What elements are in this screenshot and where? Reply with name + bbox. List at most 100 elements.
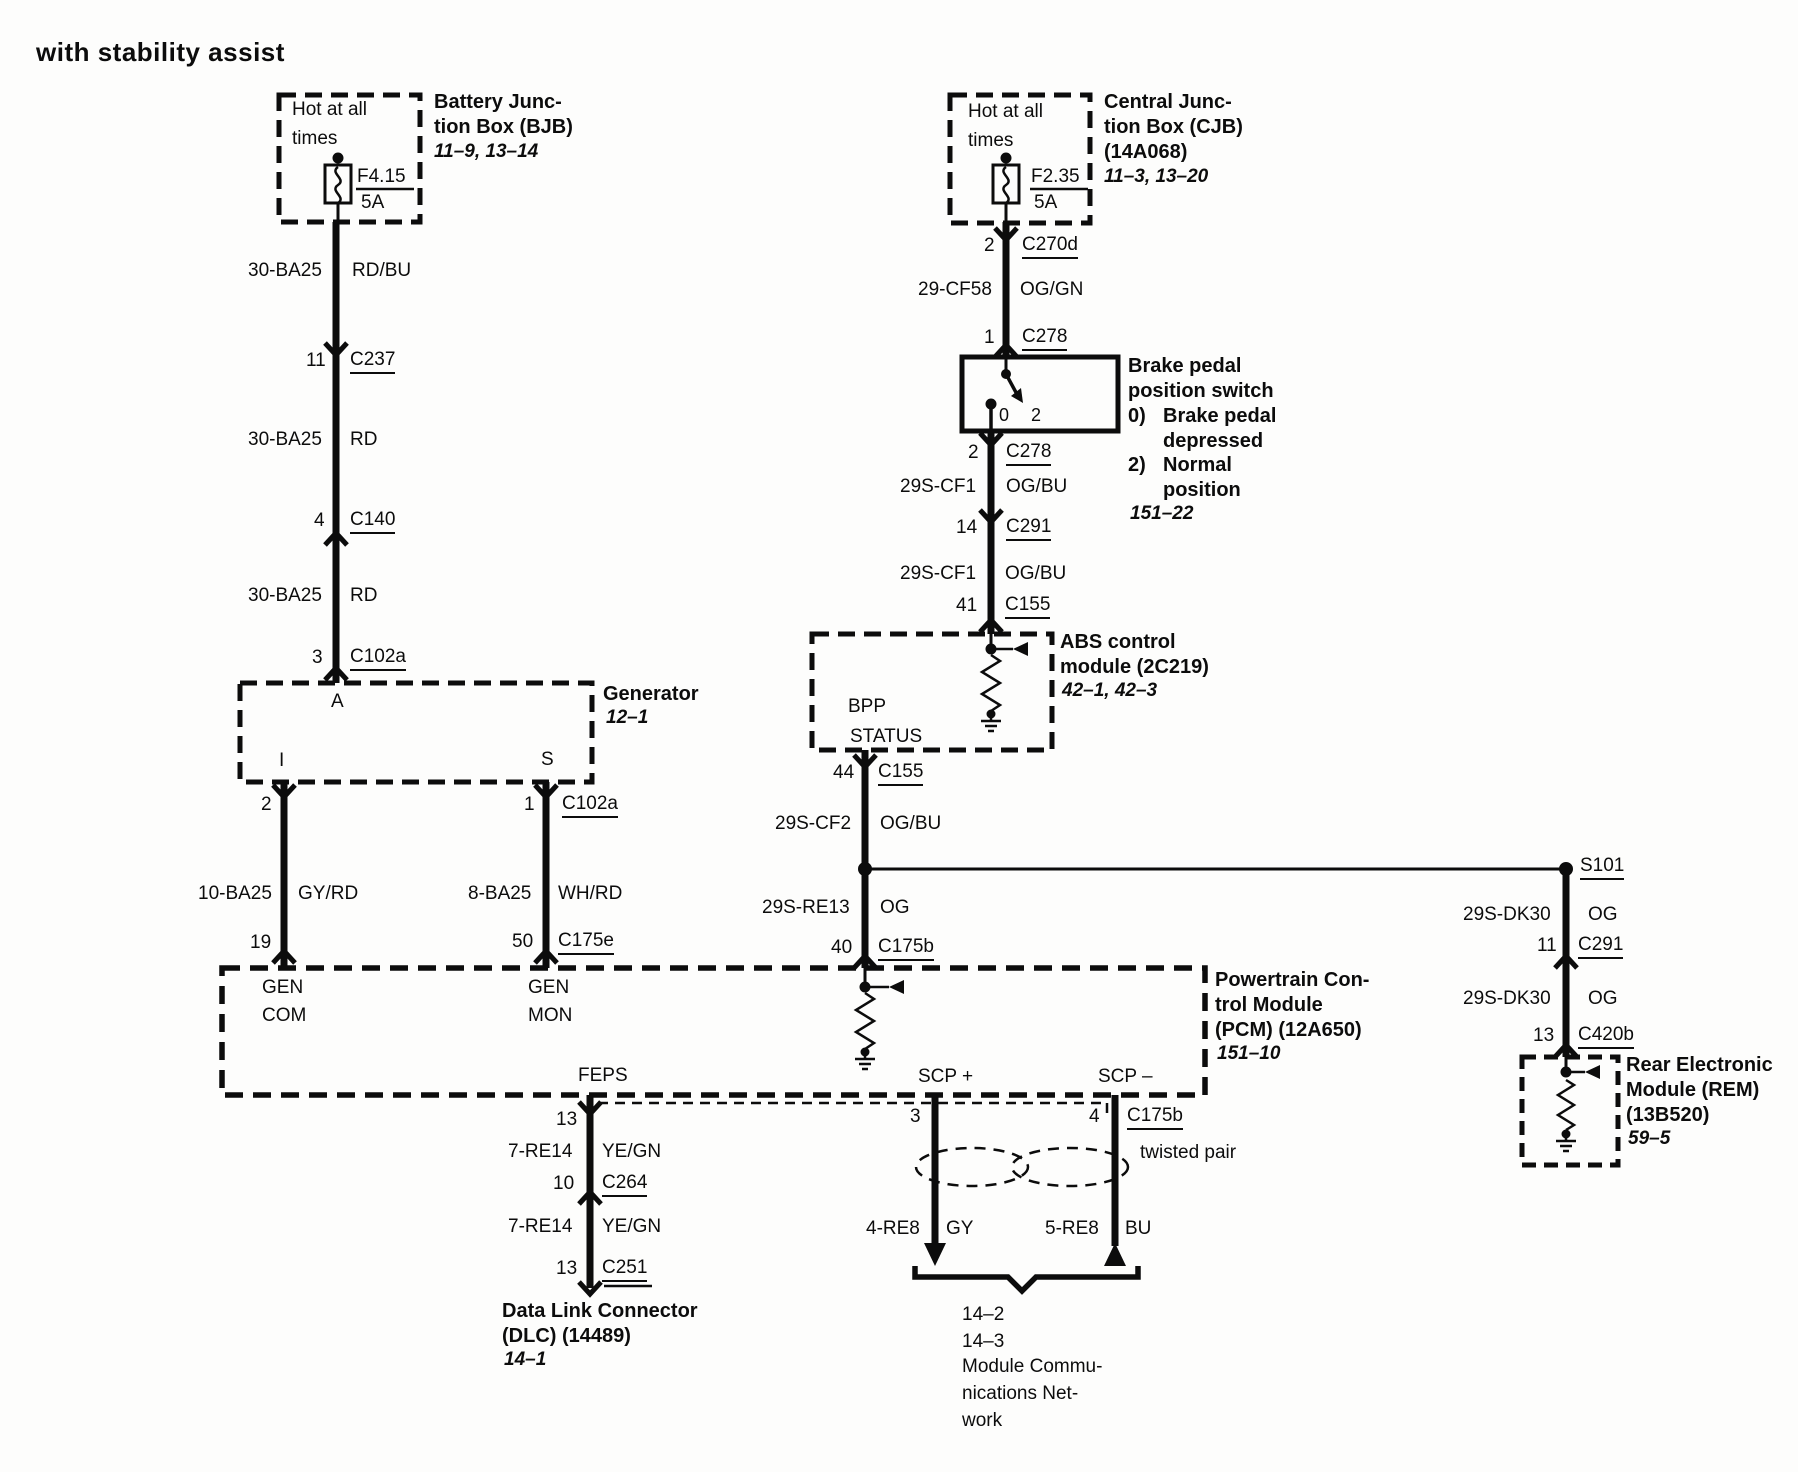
wire-color: BU xyxy=(1125,1218,1152,1239)
scp-plus-arrow xyxy=(924,1243,946,1266)
wire-color: YE/GN xyxy=(602,1216,662,1237)
wire-color: OG xyxy=(1588,904,1618,925)
abs-internal-circuit xyxy=(979,634,1028,733)
wire-id: 30-BA25 xyxy=(248,585,322,606)
pcm-name-line3: (PCM) (12A650) xyxy=(1215,1019,1362,1041)
pcm-internal-circuit xyxy=(853,968,904,1071)
abs-status-label: STATUS xyxy=(850,726,923,747)
connector-pin: 11 xyxy=(1537,935,1557,956)
switch-legend-key2: 2) xyxy=(1128,454,1146,476)
generator-page-ref: 12–1 xyxy=(606,707,649,728)
wire-color: OG/GN xyxy=(1020,279,1084,300)
pcm-name-line2: trol Module xyxy=(1215,994,1323,1016)
bjb-fuse xyxy=(323,152,353,222)
generator-box xyxy=(237,680,595,785)
connector-pin: 3 xyxy=(312,647,323,668)
connector-c175b-bottom: C175b xyxy=(1127,1105,1183,1130)
splice-dot xyxy=(858,862,872,876)
wire-color: RD xyxy=(350,585,378,606)
abs-bpp-label: BPP xyxy=(848,696,887,717)
wire-color: WH/RD xyxy=(558,883,623,904)
c175b-connector-span xyxy=(598,1101,1109,1115)
switch-name-line1: Brake pedal xyxy=(1128,355,1242,377)
connector-pin: 2 xyxy=(968,442,979,463)
pcm-page-ref: 151–10 xyxy=(1217,1043,1281,1064)
abs-name-line1: ABS control xyxy=(1060,631,1176,653)
cjb-name-line2: tion Box (CJB) xyxy=(1104,116,1243,138)
dlc-page-ref: 14–1 xyxy=(504,1349,547,1370)
bpp-switch-box xyxy=(959,354,1121,434)
connector-c291: C291 xyxy=(1006,516,1052,541)
rem-page-ref: 59–5 xyxy=(1628,1128,1671,1149)
connector-chevrons-down xyxy=(271,226,1019,1298)
bjb-name-line2: tion Box (BJB) xyxy=(434,116,573,138)
s101-splice-dot xyxy=(1559,862,1573,876)
connector-pin: 41 xyxy=(956,595,978,616)
network-ref-1: 14–2 xyxy=(962,1304,1005,1325)
connector-pin: 4 xyxy=(1089,1106,1100,1127)
switch-pos-0: 0 xyxy=(999,405,1010,425)
pcm-scp-plus-label: SCP + xyxy=(918,1066,974,1087)
network-name-line3: work xyxy=(962,1410,1003,1431)
twisted-pair-label: twisted pair xyxy=(1140,1142,1237,1163)
wire-id: 29S-CF1 xyxy=(900,563,977,584)
bjb-hot-label-2: times xyxy=(292,128,338,149)
cjb-fuse-name: F2.35 xyxy=(1031,166,1080,187)
abs-page-ref: 42–1, 42–3 xyxy=(1062,680,1158,701)
switch-legend-2a: Normal xyxy=(1163,454,1232,476)
wire-id: 29S-CF2 xyxy=(775,813,852,834)
abs-name-line2: module (2C219) xyxy=(1060,656,1209,678)
wire-id: 29-CF58 xyxy=(918,279,992,300)
cjb-name-line1: Central Junc- xyxy=(1104,91,1232,113)
wires xyxy=(280,222,1570,1288)
wire-id: 29S-DK30 xyxy=(1463,988,1551,1009)
connector-pin: 44 xyxy=(833,762,855,783)
rem-internal-circuit xyxy=(1555,1057,1600,1153)
connector-pin: 11 xyxy=(306,350,326,371)
switch-legend-0b: depressed xyxy=(1163,430,1264,452)
generator-name: Generator xyxy=(603,683,699,705)
switch-page-ref: 151–22 xyxy=(1130,503,1194,524)
rem-name-line3: (13B520) xyxy=(1626,1104,1710,1126)
cjb-name-line3: (14A068) xyxy=(1104,141,1188,163)
connector-pin: 1 xyxy=(984,327,995,348)
abs-box xyxy=(809,631,1055,753)
bjb-page-ref: 11–9, 13–14 xyxy=(434,141,539,162)
pcm-box xyxy=(219,965,1208,1098)
connector-pin: 14 xyxy=(956,517,978,538)
wire-id: 10-BA25 xyxy=(198,883,272,904)
wire-id: 7-RE14 xyxy=(508,1141,573,1162)
wire-id: 30-BA25 xyxy=(248,429,322,450)
wire-id: 29S-RE13 xyxy=(762,897,850,918)
wire-id: 8-BA25 xyxy=(468,883,532,904)
cjb-page-ref: 11–3, 13–20 xyxy=(1104,166,1209,187)
bjb-hot-label-1: Hot at all xyxy=(292,99,367,120)
wire-color: OG xyxy=(880,897,910,918)
connector-pin: 13 xyxy=(556,1258,578,1279)
connector-pin: 10 xyxy=(553,1173,575,1194)
connector-c278-bottom: C278 xyxy=(1006,441,1052,466)
wire-color: OG/BU xyxy=(1006,476,1068,497)
connector-pin: 4 xyxy=(314,510,325,531)
network-brace xyxy=(912,1266,1141,1295)
switch-legend-2b: position xyxy=(1163,479,1241,501)
wire-id: 29S-CF1 xyxy=(900,476,977,497)
connector-pin: 19 xyxy=(250,932,272,953)
splice-s101-label: S101 xyxy=(1580,855,1625,880)
wire-id: 30-BA25 xyxy=(248,260,322,281)
wire-color: YE/GN xyxy=(602,1141,662,1162)
cjb-hot-label-2: times xyxy=(968,130,1014,151)
rem-box xyxy=(1519,1054,1621,1168)
cjb-fuse xyxy=(991,152,1021,222)
connector-c270d: C270d xyxy=(1022,234,1078,259)
connector-pin: 13 xyxy=(1533,1025,1555,1046)
page-title: with stability assist xyxy=(36,37,285,67)
wire-color: GY/RD xyxy=(298,883,359,904)
connector-c155-top: C155 xyxy=(1005,594,1051,619)
pcm-feps-label: FEPS xyxy=(578,1065,628,1086)
bpp-switch-symbol xyxy=(985,357,1023,431)
switch-legend-0a: Brake pedal xyxy=(1163,405,1277,427)
bjb-box xyxy=(276,92,423,225)
